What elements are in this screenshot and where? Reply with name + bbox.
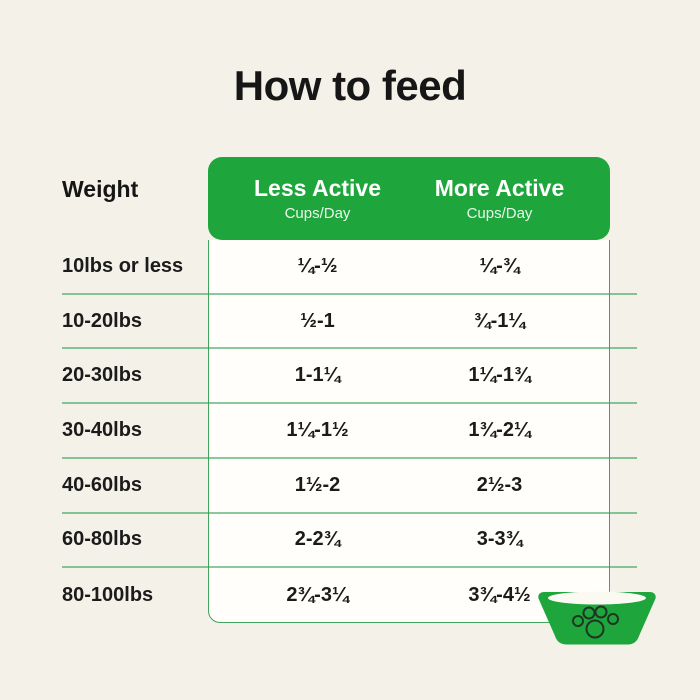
table-body-panel: [208, 240, 610, 623]
weight-cell: 30-40lbs: [62, 418, 143, 441]
paw-print-icon: [572, 605, 619, 639]
column-header-less-active: Less Active Cups/Day: [217, 175, 418, 221]
table-row: 60-80lbs 2-2¾ 3-3¾: [62, 514, 637, 569]
bowl-body: [538, 592, 656, 645]
weight-cell: 40-60lbs: [62, 473, 143, 496]
table-row: 20-30lbs 1-1¼ 1¼-1¾: [62, 349, 637, 405]
table-header: Less Active Cups/Day More Active Cups/Da…: [208, 157, 610, 240]
less-active-cell: 2¾-3¼: [286, 584, 349, 607]
weight-cell: 10-20lbs: [62, 309, 143, 332]
less-active-cell: 1½-2: [294, 473, 341, 496]
less-active-cell: ½-1: [300, 309, 335, 332]
more-active-cell: 1¾-2¼: [468, 418, 531, 441]
dog-bowl-icon: [538, 591, 656, 645]
column-label: More Active: [434, 175, 565, 202]
less-active-cell: 1-1¼: [294, 364, 341, 387]
table-row: 10-20lbs ½-1 ¾-1¼: [62, 295, 637, 350]
column-label: Less Active: [254, 175, 381, 202]
more-active-cell: 2½-3: [476, 473, 523, 496]
weight-cell: 80-100lbs: [62, 584, 154, 607]
weight-cell: 20-30lbs: [62, 364, 143, 387]
more-active-cell: 1¼-1¾: [468, 364, 531, 387]
weight-column-header: Weight: [62, 176, 139, 202]
column-unit: Cups/Day: [284, 204, 351, 222]
table-row: 10lbs or less ¼-½ ¼-¾: [62, 240, 637, 295]
less-active-cell: 2-2¾: [294, 528, 341, 551]
weight-cell: 60-80lbs: [62, 528, 143, 551]
less-active-cell: ¼-½: [297, 254, 338, 277]
more-active-cell: 3¾-4½: [468, 584, 531, 607]
column-unit: Cups/Day: [466, 204, 533, 222]
bowl-opening: [548, 591, 646, 605]
more-active-cell: ¼-¾: [479, 254, 520, 277]
more-active-cell: ¾-1¼: [473, 309, 526, 332]
column-header-more-active: More Active Cups/Day: [399, 175, 600, 221]
table-row: 40-60lbs 1½-2 2½-3: [62, 459, 637, 514]
table-row: 80-100lbs 2¾-3¼ 3¾-4½: [62, 568, 637, 623]
table-row: 30-40lbs 1¼-1½ 1¾-2¼: [62, 404, 637, 459]
page-title: How to feed: [233, 62, 467, 109]
weight-cell: 10lbs or less: [62, 254, 184, 277]
more-active-cell: 3-3¾: [476, 528, 523, 551]
less-active-cell: 1¼-1½: [286, 418, 349, 441]
table-rows: 10lbs or less ¼-½ ¼-¾ 10-20lbs ½-1 ¾-1¼ …: [62, 240, 637, 623]
